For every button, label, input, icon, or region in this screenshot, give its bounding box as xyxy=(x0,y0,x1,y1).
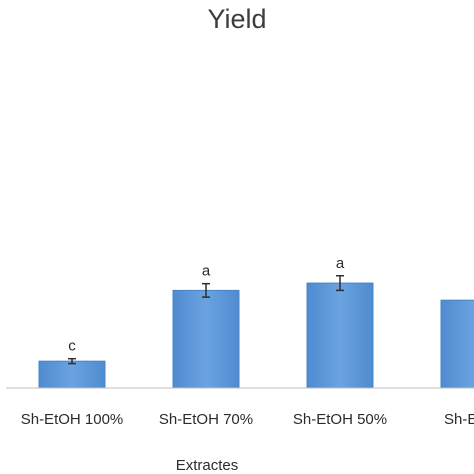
significance-label: c xyxy=(68,338,76,355)
bar xyxy=(172,289,240,389)
bar xyxy=(38,360,106,389)
x-tick-label: Sh-EtOH 70% xyxy=(159,411,253,428)
x-axis-title: Extractes xyxy=(176,457,239,474)
significance-label: a xyxy=(202,263,211,280)
significance-label: a xyxy=(336,255,345,272)
bar xyxy=(306,282,374,389)
x-tick-label: Sh-EtOH 100% xyxy=(21,411,124,428)
bar xyxy=(440,299,474,389)
x-tick-label: Sh-EtOH xyxy=(444,411,474,428)
x-tick-label: Sh-EtOH 50% xyxy=(293,411,387,428)
plot-area: c Sh-EtOH 100% a Sh-EtOH 70% a Sh-EtOH 50% Sh-… xyxy=(6,255,474,428)
chart-title: Yield xyxy=(207,4,266,34)
